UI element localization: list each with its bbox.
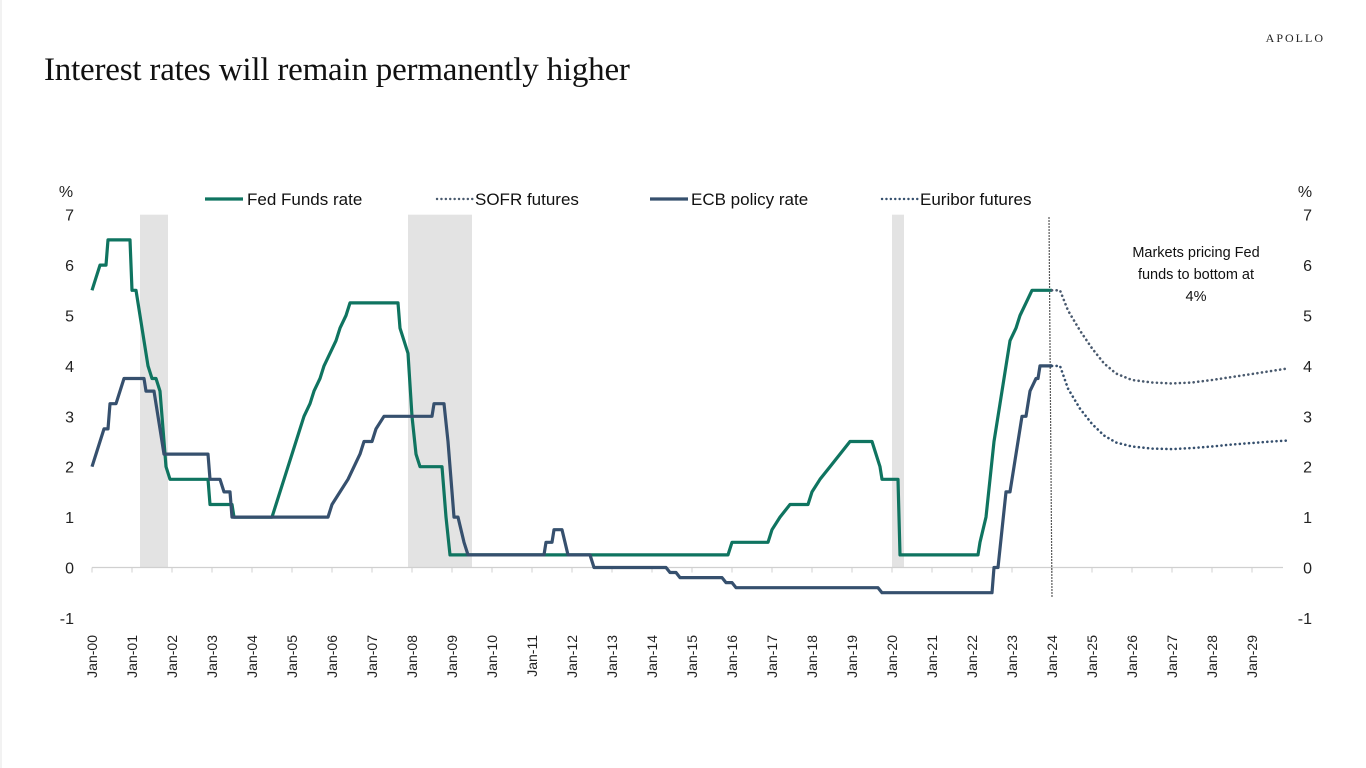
- y-tick-label-right: 4: [1303, 359, 1312, 376]
- y-tick-label-left: 5: [65, 309, 74, 326]
- y-tick-label-left: 4: [65, 359, 74, 376]
- y-tick-label-left: 1: [65, 510, 74, 527]
- y-tick-label-left: 3: [65, 409, 74, 426]
- annotation-line: Markets pricing Fed: [1132, 245, 1259, 261]
- x-tick-label: Jan-28: [1204, 635, 1220, 678]
- x-tick-label: Jan-14: [644, 635, 660, 678]
- x-tick-label: Jan-11: [524, 635, 540, 677]
- annotation-line: 4%: [1186, 289, 1207, 305]
- x-tick-label: Jan-15: [684, 635, 700, 678]
- chart-title: Interest rates will remain permanently h…: [44, 52, 630, 88]
- x-tick-label: Jan-27: [1164, 635, 1180, 678]
- x-tick-label: Jan-17: [764, 635, 780, 678]
- recession-bands: [140, 214, 904, 568]
- y-tick-label-right: 7: [1303, 208, 1312, 225]
- y-tick-label-right: 5: [1303, 309, 1312, 326]
- x-tick-label: Jan-08: [404, 635, 420, 678]
- series-fed-funds-rate: [90, 238, 1052, 557]
- legend-item: Fed Funds rate: [205, 190, 362, 209]
- x-tick-label: Jan-29: [1244, 635, 1260, 678]
- left-edge-border: [0, 0, 2, 768]
- y-tick-label-right: 2: [1303, 460, 1312, 477]
- y-tick-label-right: 1: [1303, 510, 1312, 527]
- legend: Fed Funds rate SOFR futures ECB policy rat…: [205, 190, 1032, 209]
- y-tick-label-left: 6: [65, 258, 74, 275]
- y-axis-left-unit: %: [59, 184, 73, 201]
- legend-item: ECB policy rate: [650, 190, 808, 209]
- x-tick-label: Jan-03: [204, 635, 220, 678]
- x-tick-label: Jan-01: [124, 635, 140, 678]
- annotation-line: funds to bottom at: [1138, 267, 1254, 283]
- series-sofr-futures: [1050, 289, 1290, 385]
- y-axis-right-unit: %: [1298, 184, 1312, 201]
- x-tick-label: Jan-21: [924, 635, 940, 678]
- x-tick-label: Jan-13: [604, 635, 620, 678]
- y-tick-label-left: 2: [65, 460, 74, 477]
- recession-band: [408, 214, 472, 568]
- series-ecb-policy-rate: [90, 364, 1052, 595]
- x-tick-label: Jan-20: [884, 635, 900, 678]
- legend-label: Fed Funds rate: [247, 190, 362, 209]
- x-tick-label: Jan-25: [1084, 635, 1100, 678]
- y-axis-right: % -1 0 1 2 3 4 5 6 7: [1298, 184, 1312, 628]
- y-tick-label-right: -1: [1298, 611, 1312, 628]
- x-tick-labels: Jan-00 Jan-01 Jan-02 Jan-03 Jan-04 Jan-05 Jan-…: [84, 635, 1260, 678]
- series-lines: [90, 238, 1290, 595]
- x-tick-label: Jan-16: [724, 635, 740, 678]
- x-tick-label: Jan-10: [484, 635, 500, 678]
- y-tick-label-left: -1: [60, 611, 74, 628]
- x-tick-label: Jan-04: [244, 635, 260, 678]
- y-axis-left: % -1 0 1 2 3 4 5 6 7: [59, 184, 74, 628]
- series-euribor-futures: [1050, 364, 1290, 451]
- brand-logo: APOLLO: [1265, 31, 1325, 45]
- y-tick-label-right: 3: [1303, 409, 1312, 426]
- x-tick-label: Jan-09: [444, 635, 460, 678]
- y-tick-label-left: 0: [65, 561, 74, 578]
- x-axis: [91, 566, 1283, 573]
- x-tick-label: Jan-26: [1124, 635, 1140, 678]
- today-vertical-line: [1048, 217, 1053, 598]
- x-tick-label: Jan-18: [804, 635, 820, 678]
- y-tick-label-left: 7: [65, 208, 74, 225]
- legend-label: SOFR futures: [475, 190, 579, 209]
- x-tick-label: Jan-24: [1044, 635, 1060, 678]
- x-tick-label: Jan-22: [964, 635, 980, 678]
- today-marker: [1048, 217, 1053, 598]
- x-tick-label: Jan-05: [284, 635, 300, 678]
- legend-item: SOFR futures: [435, 190, 579, 209]
- y-tick-label-right: 6: [1303, 258, 1312, 275]
- y-tick-label-right: 0: [1303, 561, 1312, 578]
- x-tick-label: Jan-07: [364, 635, 380, 678]
- x-tick-label: Jan-00: [84, 635, 100, 678]
- legend-label: ECB policy rate: [691, 190, 808, 209]
- x-tick-label: Jan-19: [844, 635, 860, 678]
- legend-label: Euribor futures: [920, 190, 1032, 209]
- annotation: Markets pricing Fed funds to bottom at 4%: [1132, 245, 1259, 305]
- legend-item: Euribor futures: [880, 190, 1032, 209]
- x-tick-label: Jan-23: [1004, 635, 1020, 678]
- x-tick-label: Jan-06: [324, 635, 340, 678]
- x-tick-label: Jan-12: [564, 635, 580, 678]
- x-tick-label: Jan-02: [164, 635, 180, 678]
